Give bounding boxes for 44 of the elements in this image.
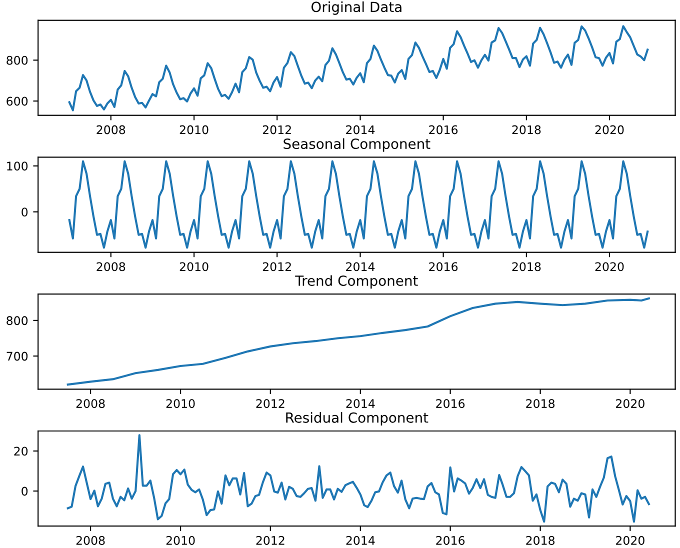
x-tick-label: 2010 [180, 125, 208, 134]
x-tick-label: 2018 [512, 125, 541, 134]
line-series [68, 25, 649, 112]
x-tick-label: 2020 [616, 536, 644, 545]
x-tick-label: 2014 [346, 536, 375, 545]
y-tick-label: 700 [6, 352, 28, 361]
chart-title: Original Data [311, 1, 402, 15]
x-tick-label: 2018 [526, 399, 555, 408]
x-tick-label: 2010 [166, 536, 195, 545]
x-tick-label: 2016 [436, 536, 465, 545]
x-tick-label: 2008 [76, 536, 105, 545]
y-tick-label: 600 [6, 96, 28, 106]
x-tick-label: 2020 [616, 399, 644, 408]
chart-title: Trend Component [295, 275, 418, 289]
x-tick-label: 2014 [346, 262, 375, 272]
x-tick-label: 2012 [262, 125, 291, 134]
y-tick-label: 800 [6, 316, 28, 326]
chart-title: Residual Component [286, 412, 428, 426]
x-tick-label: 2012 [256, 536, 284, 545]
line-series [68, 160, 649, 249]
x-tick-label: 2012 [256, 399, 284, 408]
x-tick-label: 2010 [166, 399, 195, 408]
x-tick-label: 2014 [346, 399, 375, 408]
y-tick-label: 20 [14, 446, 28, 456]
x-tick-label: 2018 [526, 536, 555, 545]
x-tick-label: 2008 [76, 399, 105, 408]
y-tick-label: 800 [6, 56, 28, 65]
y-tick-label: 0 [22, 486, 28, 496]
y-tick-label: 100 [7, 162, 28, 171]
chart-title: Seasonal Component [284, 138, 430, 152]
x-tick-label: 2010 [180, 262, 208, 272]
y-tick-label: 0 [22, 208, 28, 216]
x-tick-label: 2018 [512, 262, 541, 272]
x-tick-label: 2016 [436, 399, 465, 408]
x-tick-label: 2016 [429, 125, 458, 134]
line-series [66, 434, 650, 523]
x-tick-label: 2020 [595, 262, 624, 272]
x-tick-label: 2008 [96, 125, 126, 134]
x-tick-label: 2014 [346, 125, 375, 134]
x-tick-label: 2008 [96, 262, 126, 272]
x-tick-label: 2012 [262, 262, 291, 272]
x-tick-label: 2016 [429, 262, 458, 272]
line-series [66, 297, 650, 386]
x-tick-label: 2020 [595, 125, 624, 134]
